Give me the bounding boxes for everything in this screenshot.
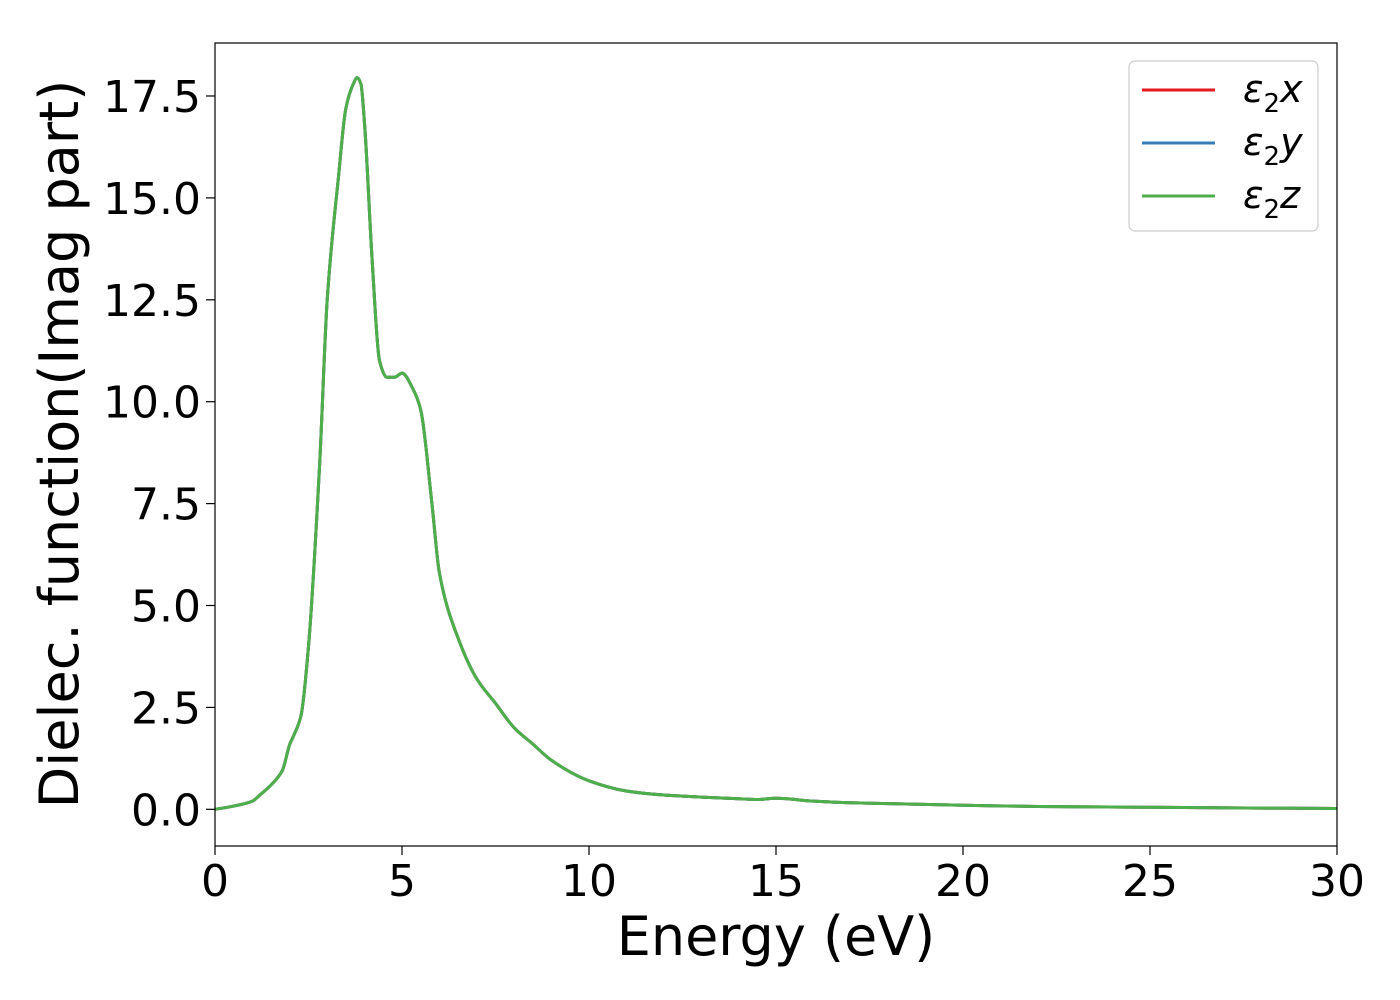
x-tick-label: 0 (201, 856, 229, 907)
x-tick-label: 5 (388, 856, 416, 907)
x-axis-label: Energy (eV) (617, 905, 936, 968)
y-tick-label: 10.0 (103, 378, 201, 429)
x-tick-label: 20 (935, 856, 991, 907)
y-axis-label: Dielec. function(Imag part) (28, 80, 91, 809)
series-layer (214, 76, 1338, 811)
y-tick-label: 15.0 (103, 174, 201, 225)
x-tick-label: 25 (1122, 856, 1178, 907)
legend-box (1128, 60, 1319, 232)
series-line-z (214, 76, 1338, 811)
y-tick-label: 12.5 (103, 276, 201, 327)
legend-label-y: ε2y (1243, 120, 1303, 172)
legend-label-x: ε2x (1243, 67, 1303, 119)
legend-label-z: ε2z (1243, 173, 1301, 225)
x-tick-label: 30 (1309, 856, 1365, 907)
y-tick-label: 7.5 (131, 480, 201, 531)
y-tick-label: 5.0 (131, 582, 201, 633)
y-tick-label: 2.5 (131, 683, 201, 734)
y-tick-label: 17.5 (103, 72, 201, 123)
x-tick-label: 10 (561, 856, 617, 907)
y-tick-label: 0.0 (131, 785, 201, 836)
x-tick-label: 15 (748, 856, 804, 907)
x-axis: 0 5 10 15 20 25 30 (201, 846, 1365, 907)
y-axis: 0.0 2.5 5.0 7.5 10.0 12.5 15.0 17.5 (103, 72, 215, 836)
